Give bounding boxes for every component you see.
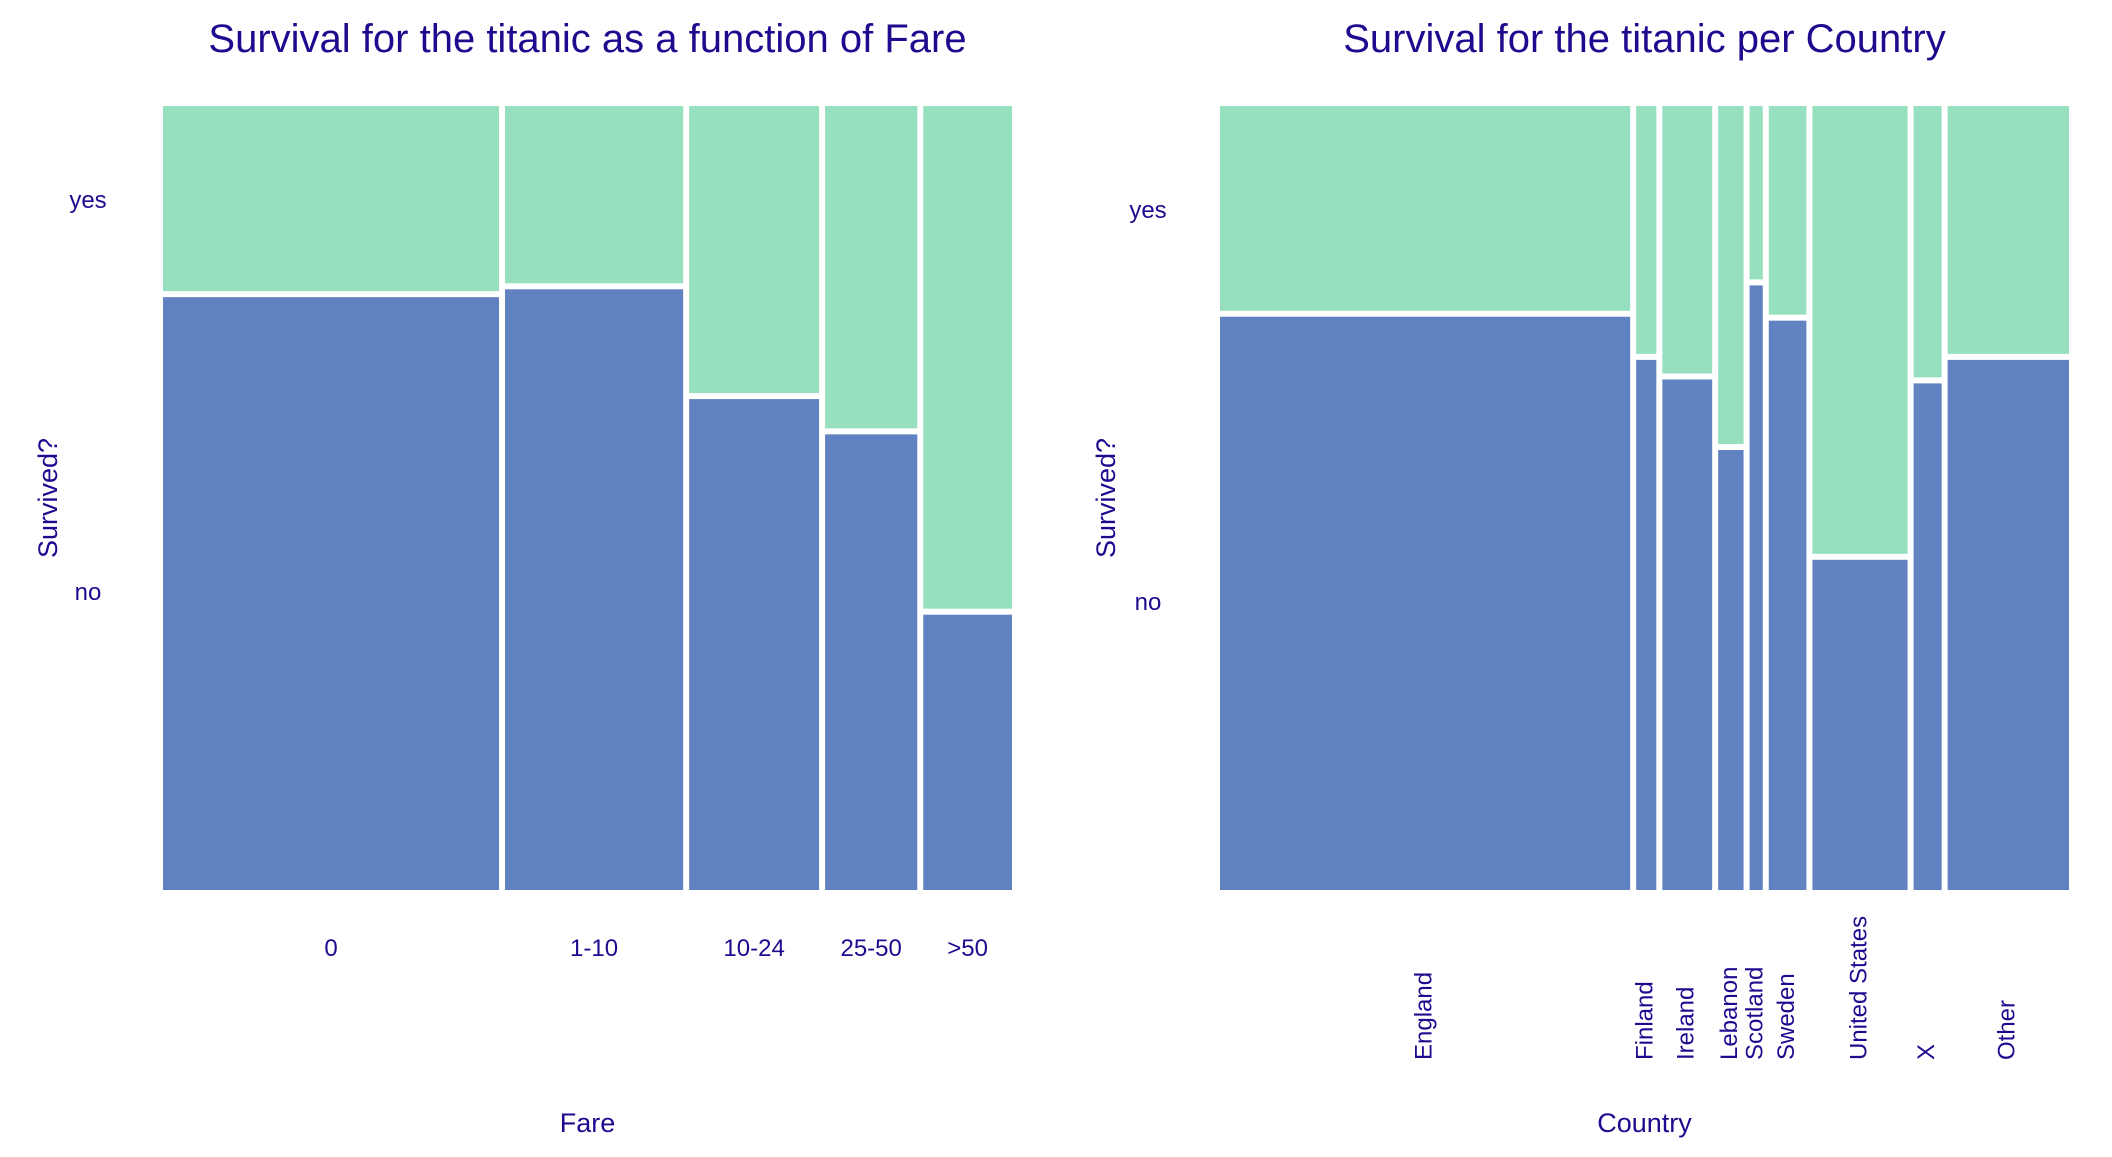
y-tick-label-yes: yes xyxy=(1129,197,1166,224)
y-axis-label: Survived? xyxy=(1091,438,1121,558)
tile-yes-england xyxy=(1220,106,1631,311)
tile-no-scotland xyxy=(1749,285,1763,890)
x-tick-label: 0 xyxy=(324,935,337,962)
tile-no-sweden xyxy=(1768,320,1807,890)
tile-yes-1-10 xyxy=(505,106,684,284)
x-axis-label: Fare xyxy=(560,1108,616,1138)
tile-no-10-24 xyxy=(689,399,820,890)
x-tick-label: >50 xyxy=(947,935,988,962)
tile-no-finland xyxy=(1636,359,1657,890)
tile-yes--50 xyxy=(923,106,1012,609)
tile-yes-10-24 xyxy=(689,106,820,394)
tile-no-england xyxy=(1220,316,1631,890)
x-tick-label: Lebanon xyxy=(1716,967,1743,1060)
tile-no-other xyxy=(1947,359,2069,890)
tile-yes-other xyxy=(1947,106,2069,354)
x-tick-label: Ireland xyxy=(1673,987,1700,1060)
tile-no-united-states xyxy=(1812,559,1908,890)
x-axis-label: Country xyxy=(1597,1108,1692,1138)
x-tick-label: Sweden xyxy=(1773,973,1800,1060)
tile-yes-sweden xyxy=(1768,106,1807,315)
x-tick-label: 1-10 xyxy=(570,935,618,962)
tile-yes-25-50 xyxy=(825,106,918,429)
x-tick-label: 25-50 xyxy=(840,935,901,962)
x-tick-label: Other xyxy=(1994,1000,2021,1060)
tile-no-lebanon xyxy=(1718,450,1744,890)
y-tick-label-yes: yes xyxy=(69,187,106,214)
y-tick-label-no: no xyxy=(1135,589,1162,616)
tile-no-0 xyxy=(163,297,499,890)
x-tick-label: England xyxy=(1410,972,1437,1060)
x-tick-label: X xyxy=(1913,1044,1940,1060)
tile-yes-x xyxy=(1913,106,1942,378)
tile-yes-ireland xyxy=(1662,106,1713,374)
tile-yes-0 xyxy=(163,106,499,292)
x-tick-label: Scotland xyxy=(1742,967,1769,1060)
tile-no-ireland xyxy=(1662,379,1713,890)
y-tick-label-no: no xyxy=(75,579,102,606)
tile-yes-lebanon xyxy=(1718,106,1744,445)
mosaic-panel-1 xyxy=(163,106,1012,890)
tile-no--50 xyxy=(923,614,1012,890)
tile-yes-united-states xyxy=(1812,106,1908,554)
chart-title: Survival for the titanic as a function o… xyxy=(208,17,966,61)
y-axis-label: Survived? xyxy=(33,438,63,558)
x-tick-label: United States xyxy=(1845,916,1872,1060)
tile-yes-scotland xyxy=(1749,106,1763,280)
x-tick-label: Finland xyxy=(1632,981,1659,1060)
tile-yes-finland xyxy=(1636,106,1657,354)
chart-title: Survival for the titanic per Country xyxy=(1343,17,1945,61)
x-tick-label: 10-24 xyxy=(723,935,784,962)
mosaic-panel-2 xyxy=(1220,106,2069,890)
tile-no-x xyxy=(1913,383,1942,890)
tile-no-1-10 xyxy=(505,289,684,890)
tile-no-25-50 xyxy=(825,434,918,890)
